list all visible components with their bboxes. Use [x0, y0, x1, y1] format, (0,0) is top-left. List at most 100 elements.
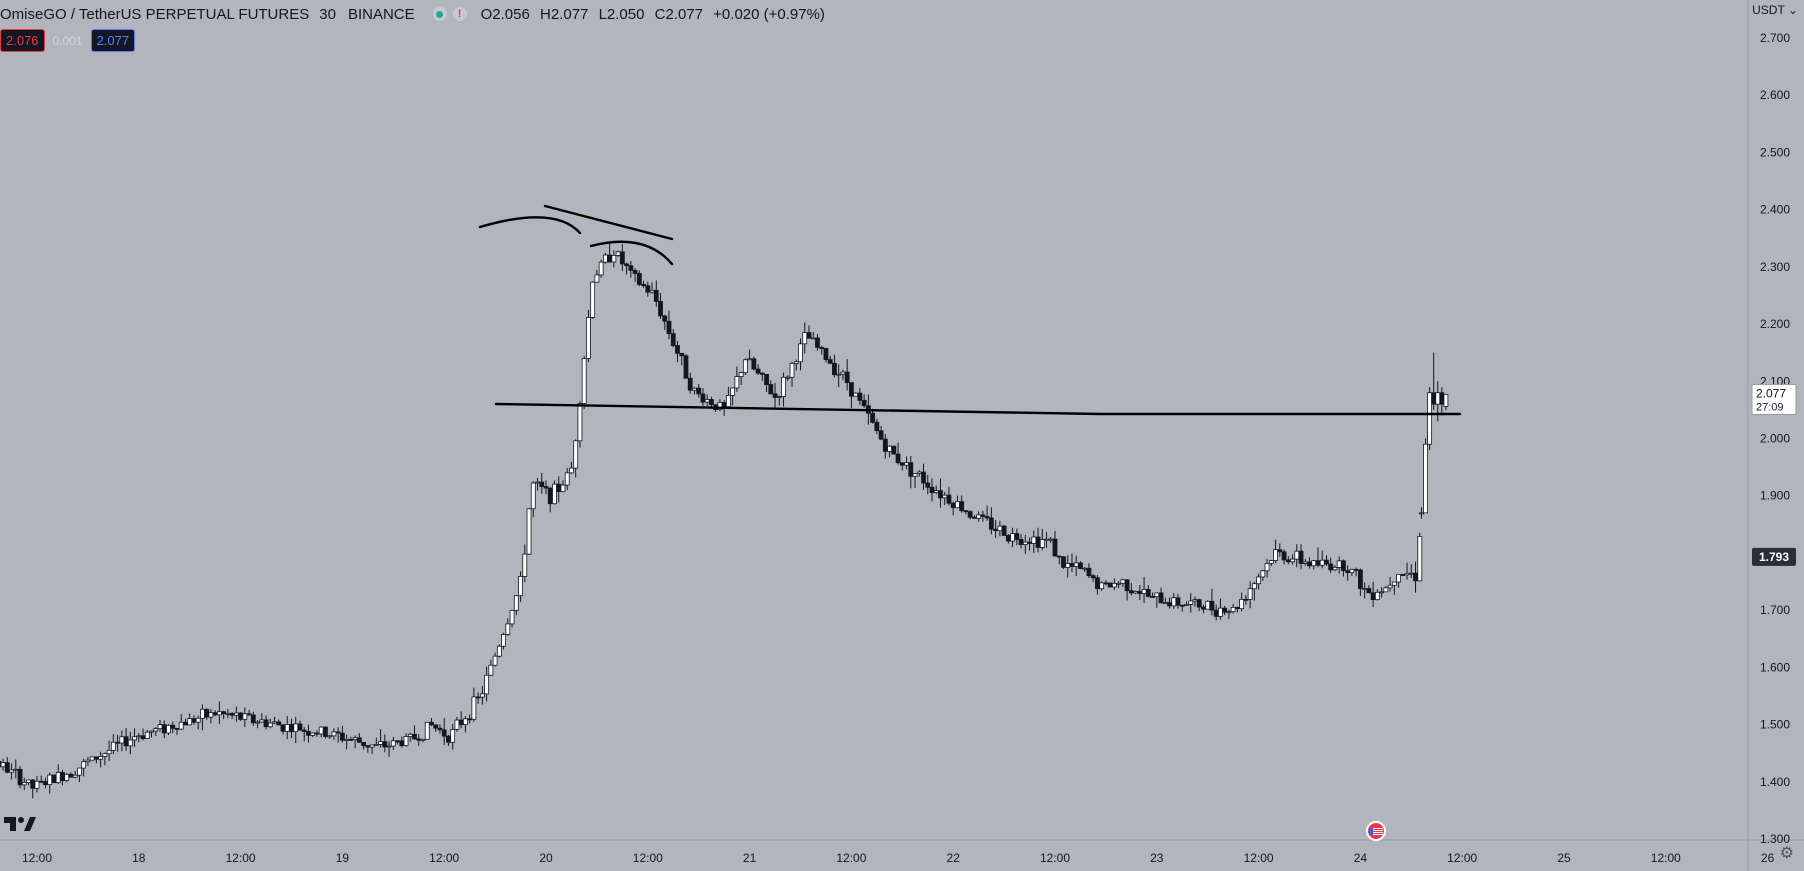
candle	[1427, 387, 1433, 450]
candle	[861, 394, 867, 408]
candle	[373, 737, 379, 746]
candle	[30, 779, 36, 799]
candle	[1154, 592, 1160, 608]
candle	[798, 338, 803, 371]
drawing-line[interactable]	[543, 204, 674, 241]
candle	[369, 744, 375, 755]
candle	[1362, 582, 1368, 599]
candle	[1052, 530, 1058, 557]
y-tick-label: 2.400	[1760, 203, 1790, 217]
candle	[492, 652, 498, 667]
candle	[208, 708, 214, 724]
candle	[1090, 574, 1096, 582]
candle	[437, 724, 443, 734]
candle	[645, 281, 651, 297]
candle	[289, 718, 294, 739]
y-tick-label: 1.700	[1760, 603, 1790, 617]
candle	[636, 270, 642, 287]
candle	[119, 730, 125, 752]
candle	[518, 571, 523, 602]
candle	[250, 711, 256, 726]
candle	[1234, 606, 1240, 613]
candle	[1417, 532, 1423, 582]
candle	[501, 632, 506, 650]
candle	[853, 392, 859, 397]
candle	[17, 766, 23, 789]
us-flag-event-icon[interactable]	[1366, 821, 1386, 841]
candle	[1150, 592, 1155, 598]
candle	[463, 716, 468, 733]
candle	[747, 349, 752, 361]
x-tick-label: 12:00	[836, 851, 866, 865]
candle	[742, 358, 748, 376]
x-tick-label: 23	[1150, 851, 1164, 865]
candle	[675, 341, 680, 363]
candle	[1264, 558, 1270, 578]
candle	[552, 480, 557, 505]
candle	[1005, 534, 1011, 544]
candle	[891, 445, 897, 455]
x-tick-label: 25	[1557, 851, 1571, 865]
candle	[132, 728, 137, 747]
candle	[1328, 557, 1334, 574]
candle	[1366, 585, 1372, 594]
x-tick-label: 26	[1761, 851, 1775, 865]
support-trend-line[interactable]	[494, 402, 1462, 416]
gear-icon[interactable]: ⚙	[1779, 845, 1794, 862]
candle	[586, 309, 591, 363]
close-value: C2.077	[654, 5, 703, 23]
tradingview-logo-icon[interactable]	[4, 815, 36, 833]
exclamation-icon[interactable]: !	[452, 7, 467, 21]
candle	[1010, 527, 1015, 548]
y-tick-label: 2.200	[1760, 317, 1790, 331]
currency-dropdown[interactable]: USDT ⌄	[1752, 3, 1798, 17]
y-tick-label: 2.000	[1760, 432, 1790, 446]
candle	[1145, 585, 1151, 598]
candle	[238, 712, 244, 721]
candle	[1226, 609, 1232, 619]
candle	[857, 388, 863, 405]
candle	[280, 724, 286, 735]
drawing-arc[interactable]	[589, 240, 674, 266]
symbol-title[interactable]: OmiseGO / TetherUS PERPETUAL FUTURES	[0, 5, 310, 23]
candle	[577, 401, 583, 448]
high-value: H2.077	[540, 5, 589, 23]
candle	[1298, 544, 1304, 570]
candle	[560, 480, 566, 493]
buy-button[interactable]: 2.077	[90, 29, 136, 52]
candle	[921, 463, 926, 490]
candle	[950, 501, 956, 516]
candle	[704, 394, 710, 406]
candle	[607, 243, 613, 263]
time-axis[interactable]	[0, 840, 1804, 871]
candle	[229, 712, 235, 720]
candle	[153, 727, 159, 736]
x-tick-label: 20	[539, 851, 553, 865]
market-open-icon[interactable]	[432, 7, 447, 21]
candle	[573, 439, 579, 478]
candle	[1116, 581, 1122, 588]
sell-button[interactable]: 2.076	[0, 29, 45, 52]
candle	[556, 476, 562, 503]
candle	[522, 544, 528, 583]
candle	[178, 714, 184, 731]
x-tick-label: 12:00	[429, 851, 459, 865]
candle	[904, 456, 909, 470]
candle	[619, 244, 625, 272]
candle	[85, 757, 91, 766]
candle	[1099, 581, 1105, 591]
candle	[496, 644, 502, 658]
candle	[1061, 556, 1066, 570]
price-axis[interactable]	[1748, 0, 1804, 871]
candle	[297, 720, 303, 731]
candle	[110, 734, 116, 755]
candle	[293, 716, 299, 743]
drawings[interactable]	[478, 204, 1462, 416]
x-tick-label: 12:00	[226, 851, 256, 865]
drawing-arc[interactable]	[478, 216, 582, 235]
timeframe-label[interactable]: 30	[319, 5, 336, 23]
candle	[1188, 593, 1194, 613]
candle	[725, 386, 731, 408]
candle	[378, 729, 383, 748]
